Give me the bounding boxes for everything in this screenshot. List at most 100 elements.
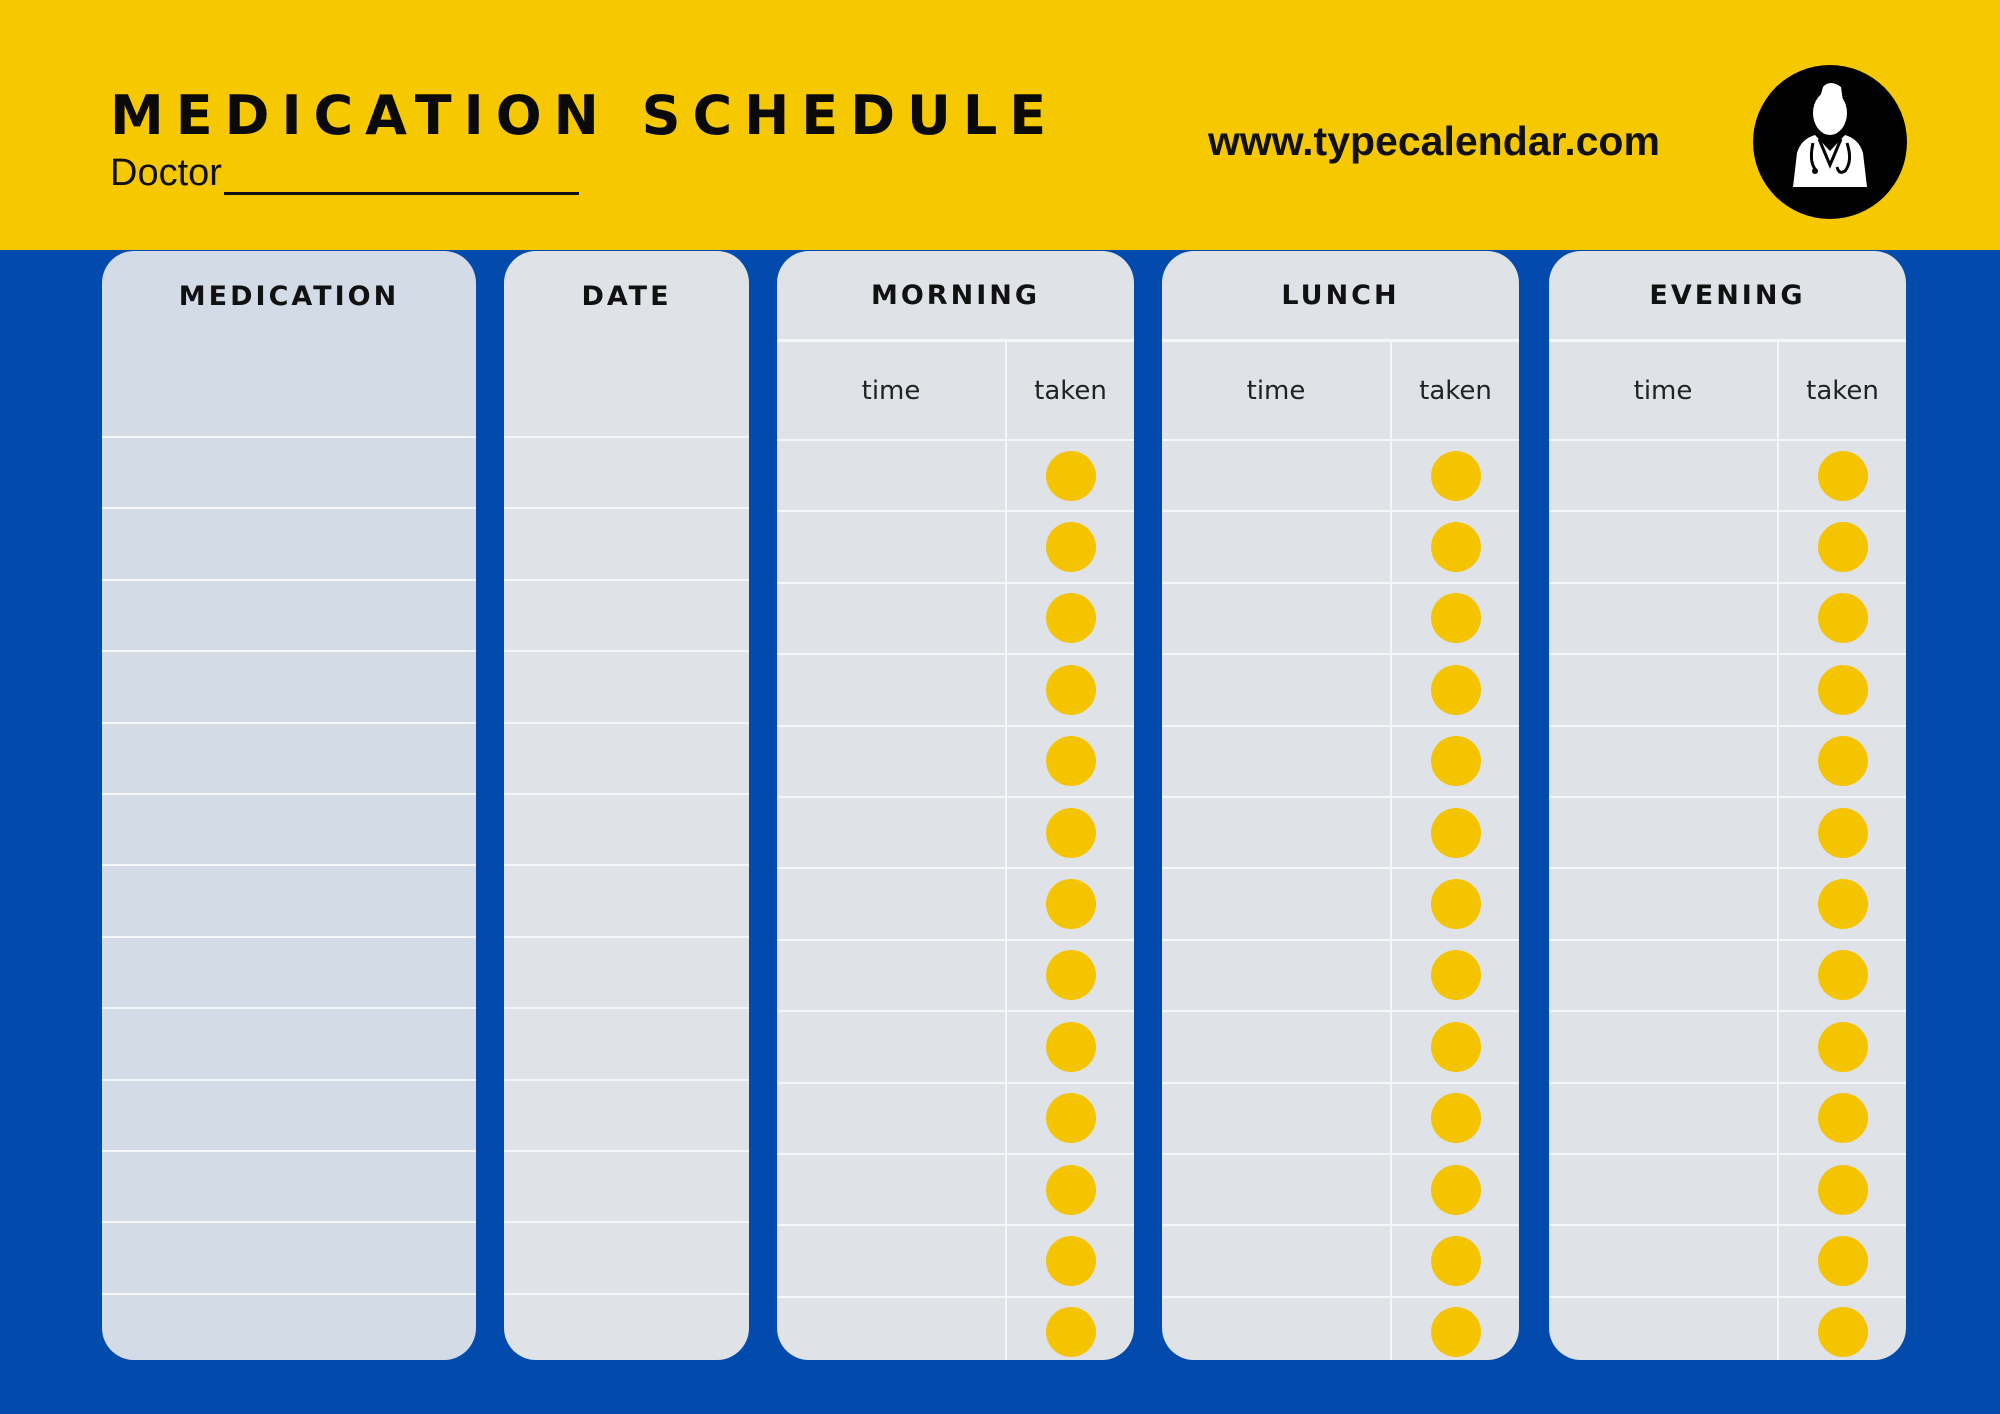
table-row[interactable] — [102, 1007, 476, 1078]
table-row[interactable] — [102, 1292, 476, 1360]
taken-checkbox[interactable] — [1817, 1307, 1868, 1358]
time-cell[interactable] — [1162, 869, 1390, 938]
time-cell[interactable] — [1162, 655, 1390, 724]
table-row[interactable] — [1549, 439, 1906, 511]
table-row[interactable] — [777, 1010, 1134, 1082]
time-cell[interactable] — [1549, 512, 1777, 581]
taken-checkbox[interactable] — [1045, 736, 1096, 787]
taken-checkbox[interactable] — [1045, 664, 1096, 715]
table-row[interactable] — [1162, 581, 1519, 654]
table-row[interactable] — [1549, 938, 1906, 1011]
time-cell[interactable] — [777, 584, 1005, 653]
table-row[interactable] — [777, 439, 1134, 511]
taken-checkbox[interactable] — [1430, 1093, 1481, 1144]
time-cell[interactable] — [777, 941, 1005, 1010]
time-cell[interactable] — [1162, 727, 1390, 796]
taken-checkbox[interactable] — [1430, 807, 1481, 858]
table-row[interactable] — [1549, 1295, 1906, 1360]
table-row[interactable] — [504, 1078, 749, 1150]
taken-checkbox[interactable] — [1430, 1164, 1481, 1215]
table-row[interactable] — [102, 721, 476, 793]
table-row[interactable] — [1162, 1010, 1519, 1082]
time-cell[interactable] — [1549, 655, 1777, 724]
taken-checkbox[interactable] — [1817, 593, 1868, 644]
time-cell[interactable] — [1549, 1084, 1777, 1153]
time-cell[interactable] — [1162, 1012, 1390, 1081]
table-row[interactable] — [777, 1224, 1134, 1296]
time-cell[interactable] — [777, 727, 1005, 796]
time-cell[interactable] — [1549, 1155, 1777, 1224]
time-cell[interactable] — [1162, 1084, 1390, 1153]
taken-checkbox[interactable] — [1817, 1235, 1868, 1286]
taken-checkbox[interactable] — [1045, 950, 1096, 1001]
table-row[interactable] — [1162, 1152, 1519, 1225]
time-cell[interactable] — [1549, 1226, 1777, 1295]
table-row[interactable] — [777, 581, 1134, 654]
table-row[interactable] — [102, 1149, 476, 1221]
taken-checkbox[interactable] — [1817, 1164, 1868, 1215]
table-row[interactable] — [1162, 867, 1519, 939]
time-cell[interactable] — [1162, 584, 1390, 653]
table-row[interactable] — [504, 578, 749, 650]
table-row[interactable] — [504, 436, 749, 507]
table-row[interactable] — [102, 1221, 476, 1292]
table-row[interactable] — [1549, 581, 1906, 654]
table-row[interactable] — [1162, 795, 1519, 868]
table-row[interactable] — [504, 507, 749, 578]
table-row[interactable] — [504, 1007, 749, 1078]
time-cell[interactable] — [777, 1226, 1005, 1295]
taken-checkbox[interactable] — [1817, 450, 1868, 501]
table-row[interactable] — [102, 792, 476, 864]
time-cell[interactable] — [777, 655, 1005, 724]
time-cell[interactable] — [777, 512, 1005, 581]
taken-checkbox[interactable] — [1430, 1235, 1481, 1286]
table-row[interactable] — [1162, 1295, 1519, 1360]
time-cell[interactable] — [1549, 584, 1777, 653]
table-row[interactable] — [504, 1149, 749, 1221]
taken-checkbox[interactable] — [1430, 950, 1481, 1001]
table-row[interactable] — [504, 650, 749, 721]
time-cell[interactable] — [1162, 1298, 1390, 1360]
table-row[interactable] — [777, 653, 1134, 725]
time-cell[interactable] — [1549, 941, 1777, 1010]
time-cell[interactable] — [1162, 512, 1390, 581]
taken-checkbox[interactable] — [1045, 450, 1096, 501]
taken-checkbox[interactable] — [1430, 736, 1481, 787]
taken-checkbox[interactable] — [1045, 593, 1096, 644]
time-cell[interactable] — [777, 1298, 1005, 1360]
taken-checkbox[interactable] — [1817, 879, 1868, 930]
table-row[interactable] — [1549, 1081, 1906, 1153]
table-row[interactable] — [1549, 795, 1906, 868]
table-row[interactable] — [777, 510, 1134, 582]
table-row[interactable] — [1162, 1224, 1519, 1296]
taken-checkbox[interactable] — [1045, 1307, 1096, 1358]
table-row[interactable] — [102, 864, 476, 935]
table-row[interactable] — [1162, 724, 1519, 796]
taken-checkbox[interactable] — [1045, 1093, 1096, 1144]
taken-checkbox[interactable] — [1430, 1307, 1481, 1358]
taken-checkbox[interactable] — [1430, 879, 1481, 930]
time-cell[interactable] — [1162, 441, 1390, 510]
table-row[interactable] — [1549, 653, 1906, 725]
table-row[interactable] — [102, 578, 476, 650]
website-link[interactable]: www.typecalendar.com — [1208, 118, 1660, 164]
time-cell[interactable] — [1549, 727, 1777, 796]
doctor-input-line[interactable] — [223, 154, 579, 195]
table-row[interactable] — [1549, 1152, 1906, 1225]
table-row[interactable] — [504, 1221, 749, 1292]
time-cell[interactable] — [1549, 1012, 1777, 1081]
table-row[interactable] — [1162, 653, 1519, 725]
table-row[interactable] — [504, 935, 749, 1007]
taken-checkbox[interactable] — [1817, 664, 1868, 715]
taken-checkbox[interactable] — [1430, 593, 1481, 644]
taken-checkbox[interactable] — [1817, 807, 1868, 858]
table-row[interactable] — [777, 1081, 1134, 1153]
taken-checkbox[interactable] — [1817, 736, 1868, 787]
table-row[interactable] — [102, 650, 476, 721]
taken-checkbox[interactable] — [1045, 879, 1096, 930]
table-row[interactable] — [1549, 724, 1906, 796]
table-row[interactable] — [504, 721, 749, 793]
time-cell[interactable] — [1549, 441, 1777, 510]
time-cell[interactable] — [1549, 869, 1777, 938]
time-cell[interactable] — [777, 1012, 1005, 1081]
